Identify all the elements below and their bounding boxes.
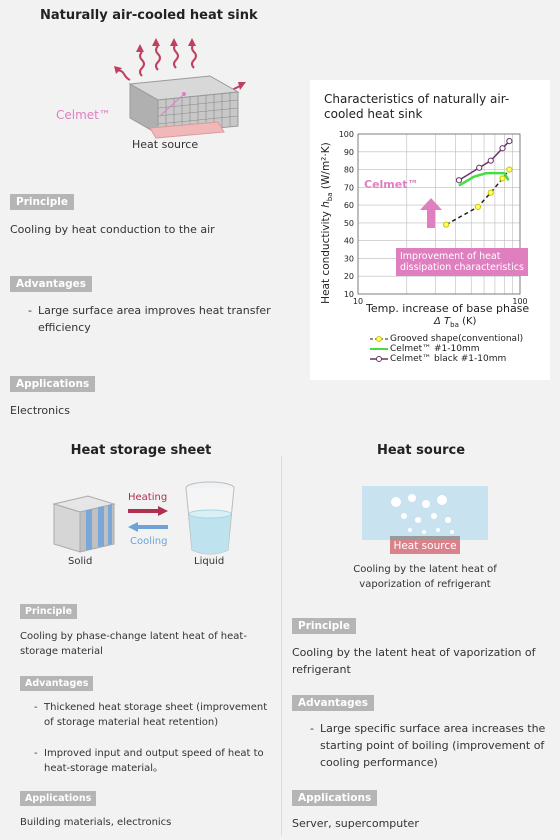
- data-point: [506, 166, 513, 173]
- legend-swatch-celmet-black: [370, 356, 388, 362]
- solid-label: Solid: [68, 556, 93, 567]
- liquid-glass-illustration: [185, 481, 235, 555]
- applications-text: Building materials, electronics: [20, 817, 172, 828]
- chart-ylabel: Heat conductivity hba (W/m²·K): [319, 142, 335, 304]
- y-tick-label: 20: [344, 272, 354, 281]
- chart-panel: Characteristics of naturally air-cooled …: [310, 80, 550, 380]
- plot-frame: [357, 133, 521, 295]
- data-point: [443, 221, 450, 228]
- boiling-illustration: [362, 486, 488, 554]
- chart-axes: [357, 133, 521, 295]
- series-line-1: [458, 171, 510, 187]
- legend-item: Celmet™ #1-10mm: [370, 344, 523, 354]
- cooling-arrow-icon: [128, 522, 168, 532]
- applications-tag: Applications: [20, 791, 97, 806]
- data-point: [506, 138, 513, 145]
- bullet-dash: -: [310, 722, 314, 735]
- principle-text: Cooling by the latent heat of vaporizati…: [292, 646, 536, 676]
- bullet-dash: -: [34, 702, 38, 713]
- improvement-arrow-icon: [420, 198, 442, 228]
- bullet-dash: -: [34, 748, 38, 759]
- legend-swatch-celmet: [370, 348, 388, 350]
- y-tick-label: 80: [344, 166, 354, 175]
- y-tick-label: 60: [344, 201, 354, 210]
- chart-svg: 10 20 30 40 50 60 70 80 90 100 10 100: [339, 130, 528, 306]
- advantage-item: - Improved input and output speed of heat…: [34, 748, 264, 774]
- principle-tag: Principle: [10, 194, 75, 210]
- y-tick-label: 100: [339, 130, 354, 139]
- data-point: [476, 164, 483, 171]
- advantage-item: - Thickened heat storage sheet (improveme…: [34, 702, 268, 728]
- advantage-item: - Large surface area improves heat transf…: [28, 304, 271, 334]
- principle-tag: Principle: [20, 604, 78, 619]
- heat-source-block-label: Heat source: [393, 540, 457, 552]
- chart-title: Characteristics of naturally air-cooled …: [324, 92, 510, 121]
- advantages-tag: Advantages: [292, 695, 375, 711]
- liquid-label: Liquid: [194, 556, 225, 567]
- legend-item: Grooved shape(conventional): [370, 334, 523, 344]
- chart-series: [443, 138, 513, 228]
- x-tick-label: 100: [512, 297, 527, 306]
- advantage-item: - Large specific surface area increases t…: [310, 722, 546, 769]
- applications-tag: Applications: [10, 376, 96, 392]
- y-tick-label: 40: [344, 237, 354, 246]
- data-point: [474, 203, 482, 210]
- heat-sink-illustration: [114, 38, 246, 139]
- heat-source-caption: Cooling by the latent heat of vaporizati…: [353, 564, 497, 590]
- heating-label: Heating: [128, 492, 168, 503]
- celmet-label: Celmet™: [56, 108, 111, 122]
- legend-swatch-grooved: [370, 336, 388, 342]
- chart-xlabel-sub: Δ Tba (K): [434, 316, 477, 329]
- y-tick-label: 50: [344, 219, 354, 228]
- x-tick-label: 10: [353, 297, 363, 306]
- chart-legend: Grooved shape(conventional) Celmet™ #1-1…: [370, 334, 523, 364]
- y-tick-label: 90: [344, 148, 354, 157]
- cooling-label: Cooling: [130, 536, 168, 547]
- y-tick-label: 70: [344, 183, 354, 192]
- legend-item: Celmet™ black #1-10mm: [370, 354, 523, 364]
- chart-annotation-improvement: Improvement of heat dissipation characte…: [396, 248, 528, 276]
- principle-text: Cooling by heat conduction to the air: [10, 223, 215, 236]
- section-divider: [281, 456, 282, 836]
- principle-tag: Principle: [292, 618, 357, 634]
- heating-arrow-icon: [128, 506, 168, 516]
- heat-storage-title: Heat storage sheet: [70, 443, 212, 458]
- applications-tag: Applications: [292, 790, 378, 806]
- y-tick-label: 10: [344, 290, 354, 299]
- solid-block-illustration: [52, 495, 116, 553]
- applications-text: Electronics: [10, 404, 70, 417]
- bullet-dash: -: [28, 304, 32, 317]
- heat-sink-title: Naturally air-cooled heat sink: [40, 8, 258, 23]
- data-point: [499, 175, 506, 182]
- heat-source-label: Heat source: [132, 138, 199, 151]
- data-point: [499, 145, 506, 152]
- y-tick-label: 30: [344, 254, 354, 263]
- principle-text: Cooling by phase-change latent heat of h…: [20, 631, 247, 657]
- data-point: [455, 177, 463, 184]
- chart-ticks: 10 20 30 40 50 60 70 80 90 100 10 100: [339, 130, 528, 306]
- applications-text: Server, supercomputer: [292, 817, 419, 830]
- chart-annotation-celmet: Celmet™: [364, 178, 419, 191]
- advantages-tag: Advantages: [20, 676, 94, 691]
- data-point: [487, 189, 494, 196]
- chart-xlabel: Temp. increase of base phase: [366, 302, 530, 315]
- heat-source-title: Heat source: [376, 443, 466, 458]
- advantages-tag: Advantages: [10, 276, 93, 292]
- data-point: [487, 157, 494, 164]
